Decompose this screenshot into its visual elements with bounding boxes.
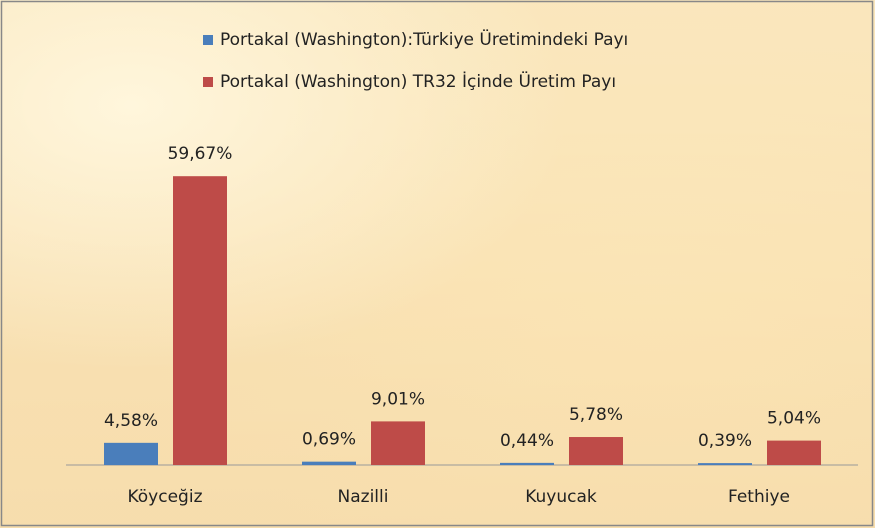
bar <box>173 176 227 465</box>
x-tick-label: Kuyucak <box>525 487 597 507</box>
bar <box>569 437 623 465</box>
value-label: 5,04% <box>767 409 821 429</box>
bar <box>104 442 158 465</box>
value-label: 0,69% <box>302 430 356 450</box>
x-tick-label: Köyceğiz <box>127 487 202 507</box>
bar <box>302 461 356 465</box>
bar <box>371 421 425 465</box>
value-label: 4,58% <box>104 411 158 431</box>
bar <box>500 462 554 465</box>
legend-label: Portakal (Washington) TR32 İçinde Üretim… <box>220 70 616 92</box>
value-label: 0,44% <box>500 431 554 451</box>
value-label: 0,39% <box>698 431 752 451</box>
x-tick-label: Fethiye <box>728 487 790 507</box>
value-label: 9,01% <box>371 389 425 409</box>
value-label: 5,78% <box>569 405 623 425</box>
bar <box>767 440 821 465</box>
x-tick-label: Nazilli <box>338 487 389 507</box>
value-label: 59,67% <box>168 144 233 164</box>
bar <box>698 463 752 465</box>
legend-label: Portakal (Washington):Türkiye Üretiminde… <box>220 28 628 50</box>
legend-swatch <box>203 35 213 45</box>
legend-swatch <box>203 77 213 87</box>
